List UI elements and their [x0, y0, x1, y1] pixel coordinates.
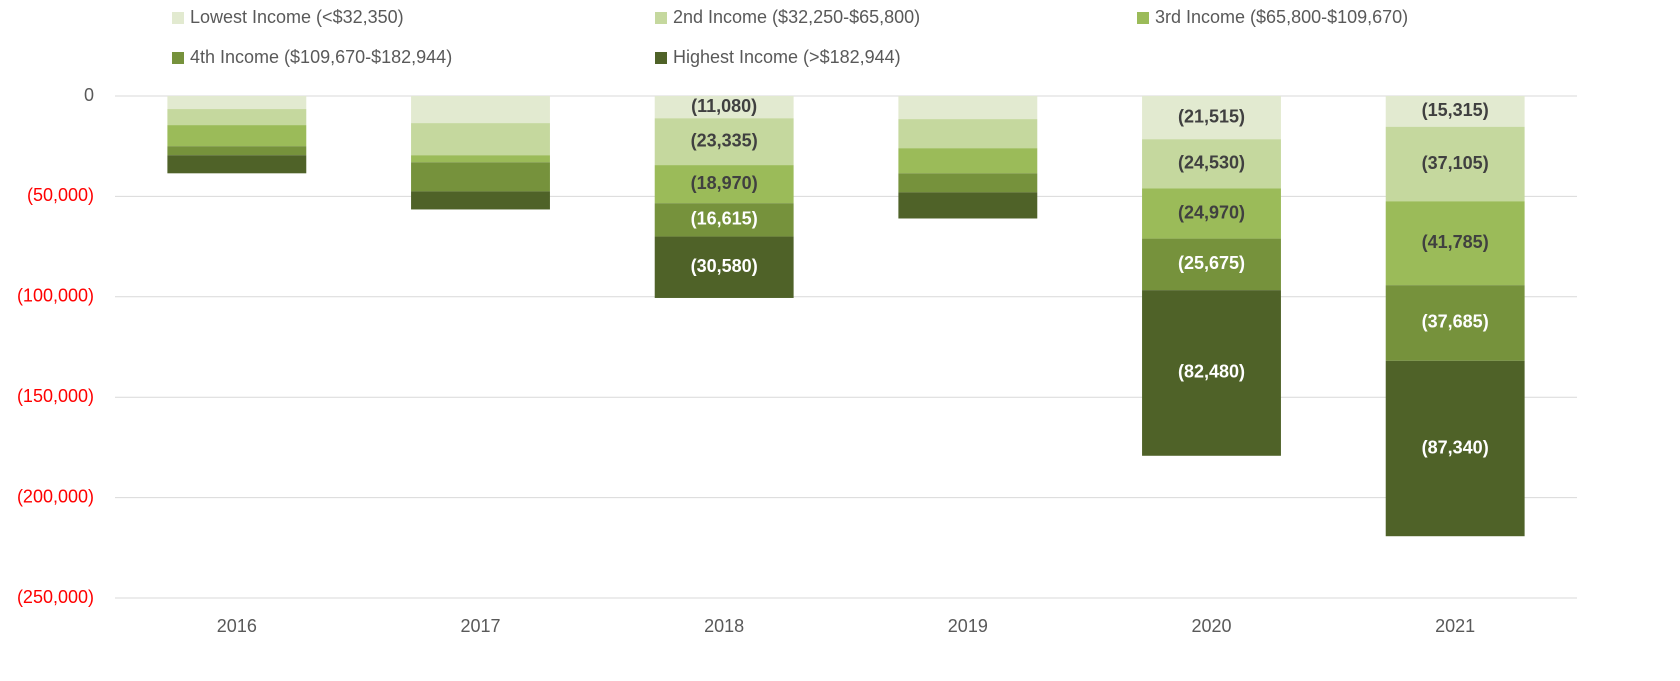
bar-segment — [1142, 139, 1281, 189]
value-label: (23,335) — [691, 130, 758, 150]
bar-segment — [654, 118, 794, 166]
value-label: (15,315) — [1422, 100, 1489, 120]
bar-segment — [898, 192, 1038, 219]
x-tick-label: 2019 — [948, 616, 988, 636]
value-label: (30,580) — [691, 256, 758, 276]
y-tick-label: (50,000) — [27, 185, 94, 205]
bar-segment — [1385, 360, 1525, 537]
legend-swatch — [172, 52, 184, 64]
bar-segment — [898, 148, 1038, 174]
x-tick-label: 2016 — [217, 616, 257, 636]
legend-swatch — [1137, 12, 1149, 24]
legend-swatch — [655, 12, 667, 24]
bar-segment — [411, 96, 550, 124]
y-tick-label: (250,000) — [17, 587, 94, 607]
value-label: (37,105) — [1422, 153, 1489, 173]
bar-segment — [167, 155, 307, 174]
value-label: (21,515) — [1178, 106, 1245, 126]
bar-segment — [654, 96, 794, 119]
bar-segment — [654, 165, 794, 204]
value-label: (16,615) — [691, 209, 758, 229]
value-label: (37,685) — [1422, 312, 1489, 332]
bar-segment — [898, 173, 1038, 193]
bar-segment — [411, 162, 550, 192]
value-label: (18,970) — [691, 173, 758, 193]
legend-swatch — [655, 52, 667, 64]
bar-segment — [1385, 96, 1525, 127]
y-tick-label: (150,000) — [17, 386, 94, 406]
bar-segment — [1142, 290, 1281, 456]
value-label: (87,340) — [1422, 437, 1489, 457]
bar-segment — [654, 203, 794, 237]
value-label: (24,970) — [1178, 202, 1245, 222]
y-tick-label: (100,000) — [17, 286, 94, 306]
y-tick-label: (200,000) — [17, 486, 94, 506]
value-label: (41,785) — [1422, 232, 1489, 252]
bar-segment — [411, 155, 550, 163]
bar-segment — [1385, 201, 1525, 286]
bar-segment — [167, 96, 307, 110]
bar-segment — [898, 96, 1038, 120]
legend-label: 3rd Income ($65,800-$109,670) — [1155, 7, 1408, 27]
bar-segment — [411, 191, 550, 210]
value-label: (82,480) — [1178, 362, 1245, 382]
bar-segment — [411, 123, 550, 156]
bar-segment — [1385, 126, 1525, 202]
legend-label: 4th Income ($109,670-$182,944) — [190, 47, 452, 67]
y-tick-label: 0 — [84, 85, 94, 105]
bar-segment — [167, 146, 307, 156]
x-tick-label: 2020 — [1191, 616, 1231, 636]
value-label: (25,675) — [1178, 253, 1245, 273]
bar-segment — [167, 109, 307, 126]
legend-label: Lowest Income (<$32,350) — [190, 7, 404, 27]
x-tick-label: 2018 — [704, 616, 744, 636]
bar-segment — [654, 236, 794, 298]
legend-swatch — [172, 12, 184, 24]
bar-segment — [1142, 96, 1281, 140]
bar-segment — [1142, 188, 1281, 239]
bar-segment — [1142, 238, 1281, 291]
value-label: (11,080) — [691, 96, 757, 116]
x-tick-label: 2017 — [460, 616, 500, 636]
value-label: (24,530) — [1178, 153, 1245, 173]
legend-label: Highest Income (>$182,944) — [673, 47, 901, 67]
bar-segment — [898, 119, 1038, 149]
legend-label: 2nd Income ($32,250-$65,800) — [673, 7, 920, 27]
bar-segment — [167, 125, 307, 147]
x-tick-label: 2021 — [1435, 616, 1475, 636]
bar-segment — [1385, 285, 1525, 361]
